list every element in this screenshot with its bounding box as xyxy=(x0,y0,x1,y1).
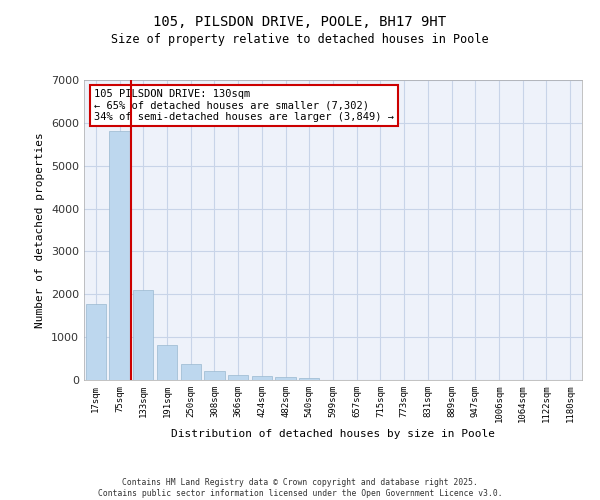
Text: 105 PILSDON DRIVE: 130sqm
← 65% of detached houses are smaller (7,302)
34% of se: 105 PILSDON DRIVE: 130sqm ← 65% of detac… xyxy=(94,89,394,122)
Text: 105, PILSDON DRIVE, POOLE, BH17 9HT: 105, PILSDON DRIVE, POOLE, BH17 9HT xyxy=(154,15,446,29)
Bar xyxy=(133,290,154,380)
Bar xyxy=(252,376,272,380)
Bar xyxy=(109,130,130,380)
Text: Contains HM Land Registry data © Crown copyright and database right 2025.
Contai: Contains HM Land Registry data © Crown c… xyxy=(98,478,502,498)
Bar xyxy=(181,364,201,380)
Bar xyxy=(86,304,106,380)
Bar xyxy=(299,378,319,380)
Bar xyxy=(275,377,296,380)
Bar xyxy=(157,345,177,380)
Text: Size of property relative to detached houses in Poole: Size of property relative to detached ho… xyxy=(111,32,489,46)
X-axis label: Distribution of detached houses by size in Poole: Distribution of detached houses by size … xyxy=(171,430,495,440)
Bar xyxy=(205,371,224,380)
Bar xyxy=(228,375,248,380)
Y-axis label: Number of detached properties: Number of detached properties xyxy=(35,132,46,328)
